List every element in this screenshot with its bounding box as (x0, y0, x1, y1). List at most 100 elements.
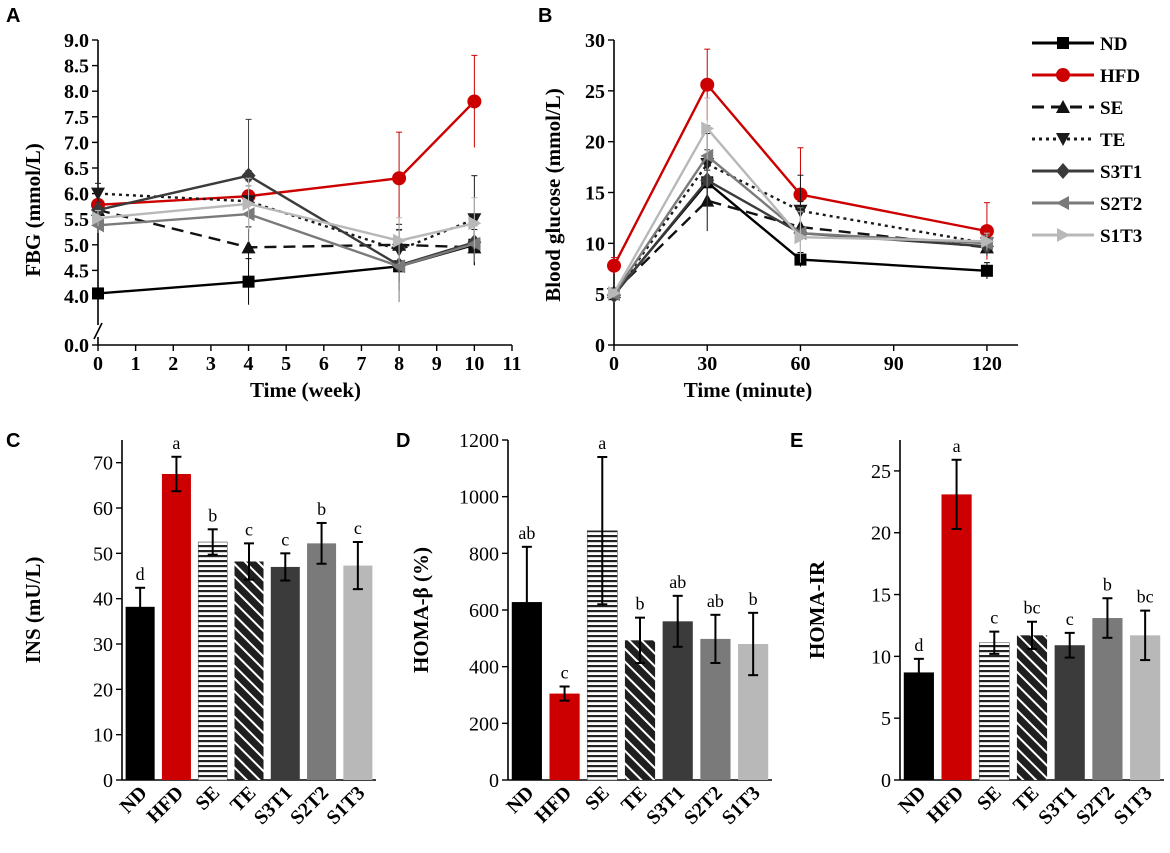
panel-b-line-s1t3 (612, 126, 987, 294)
panel-c-bar-te (234, 561, 264, 780)
panel-a-series-s3t1 (91, 118, 482, 291)
panel-a-x-tick-label: 1 (131, 353, 141, 375)
panel-e-y-tick-label: 15 (871, 585, 891, 607)
panel-e-category-label: S2T2 (1072, 782, 1119, 829)
panel-c-y-tick-label: 70 (93, 453, 113, 475)
panel-a-point (92, 287, 104, 300)
panel-b-y-tick-label: 25 (585, 81, 605, 103)
panel-d-y-tick-label: 800 (469, 543, 499, 565)
panel-d-category-label: HFD (531, 782, 576, 827)
panel-e-significance-label: c (990, 608, 998, 628)
panel-a-x-tick-label: 2 (168, 353, 178, 375)
panel-c-bar-s2t2 (307, 543, 337, 780)
panel-a-y-tick-label: 6.0 (64, 184, 89, 206)
panel-e-y-tick-label: 5 (881, 708, 891, 730)
panel-e-y-tick-label: 10 (871, 646, 891, 668)
panel-d-category-label: S3T1 (642, 782, 689, 829)
panel-d-significance-label: a (598, 433, 606, 453)
panel-c-bar-nd (125, 606, 155, 780)
legend-marker (1056, 133, 1070, 146)
legend-item-hfd: HFD (1032, 66, 1140, 87)
panel-a-y-tick-label: 5.5 (64, 209, 89, 231)
panel-a-x-tick-label: 5 (281, 353, 291, 375)
panel-a-x-tick-label: 4 (244, 353, 254, 375)
panel-a-line-s1t3 (97, 202, 475, 242)
panel-c-y-tick-label: 10 (93, 725, 113, 747)
panel-e-significance-label: bc (1024, 598, 1041, 618)
panel-e-ylabel: HOMA-IR (805, 560, 829, 659)
panel-a-point (92, 211, 105, 226)
panel-d-bar-hfd (549, 693, 580, 780)
panel-c-significance-label: a (172, 433, 180, 453)
legend-marker (1056, 196, 1069, 210)
panel-a-point (242, 196, 256, 211)
panel-a-series-s1t3 (92, 177, 482, 264)
panel-e-significance-label: c (1066, 609, 1074, 629)
legend-label: ND (1100, 34, 1127, 55)
panel-b-y-tick-label: 20 (585, 132, 605, 154)
panel-b-x-tick-label: 0 (609, 353, 619, 375)
panel-b-point (701, 121, 715, 136)
legend-item-nd: ND (1032, 34, 1127, 55)
panel-a-series-s2t2 (91, 185, 481, 303)
panel-e-bar-s3t1 (1054, 645, 1085, 780)
panel-d-category-label: S2T2 (680, 782, 727, 829)
panel-c-ylabel: INS (mU/L) (21, 557, 45, 664)
panel-a-x-tick-label: 6 (319, 353, 329, 375)
panel-a-y-tick-label: 7.0 (64, 132, 89, 154)
panel-a-line-s3t1 (97, 174, 475, 267)
panel-b-point (607, 258, 621, 273)
legend-item-se: SE (1032, 98, 1123, 119)
panel-a-y-tick-label: 8.5 (64, 56, 89, 78)
panel-e-category-label: HFD (923, 782, 968, 827)
panel-c-y-tick-label: 0 (103, 770, 113, 792)
panel-e-bar-hfd (941, 494, 972, 780)
panel-b-plot: 0 5 10 15 20 25 30 0 30 60 90 120 (585, 30, 1018, 375)
panel-e-significance-label: bc (1137, 587, 1154, 607)
panel-d-y-tick-label: 200 (469, 713, 499, 735)
legend-marker (1056, 100, 1070, 113)
panel-a-point (392, 259, 406, 274)
legend-label: S2T2 (1100, 194, 1142, 215)
panel-c-bar-se (197, 541, 228, 781)
panel-d-category-label: S1T3 (718, 782, 765, 829)
legend-label: HFD (1100, 66, 1140, 87)
panel-b-point (608, 286, 621, 301)
panel-e-y-tick-label: 0 (881, 770, 891, 792)
panel-b-x-tick-label: 30 (697, 353, 717, 375)
panel-b-point (794, 230, 808, 245)
panel-a-point (393, 233, 407, 248)
panel-b-point (980, 264, 993, 277)
panel-d-ylabel: HOMA-β (%) (409, 547, 433, 673)
panel-a-line-nd (97, 243, 475, 295)
panel-c-significance-label: c (354, 518, 362, 538)
panel-d-bar-group-te: bTE (617, 594, 656, 816)
panel-d-plot: 020040060080010001200abNDcHFDaSEbTEabS3T… (459, 430, 772, 829)
panel-a-y-tick-label: 0.0 (64, 335, 89, 357)
legend-item-te: TE (1032, 130, 1125, 151)
legend-marker (1057, 228, 1070, 242)
legend-marker (1057, 37, 1069, 49)
panel-e-bar-te (1016, 635, 1048, 780)
panel-d-y-tick-label: 1000 (459, 487, 499, 509)
legend-label: S3T1 (1100, 162, 1142, 183)
panel-b-line-hfd (612, 82, 988, 267)
panel-e-category-label: S3T1 (1034, 782, 1081, 829)
legend-marker (1056, 163, 1070, 179)
panel-d-y-tick-label: 600 (469, 600, 499, 622)
panel-b-x-tick-label: 60 (790, 353, 810, 375)
panel-c-bar-s1t3 (343, 565, 373, 780)
panel-c-category-label: S3T1 (250, 782, 297, 829)
panel-b-y-tick-label: 0 (595, 335, 605, 357)
panel-letter-c: C (6, 430, 20, 452)
panel-d-y-tick-label: 0 (489, 770, 499, 792)
panel-a-point (241, 240, 256, 254)
legend-label: SE (1100, 98, 1123, 119)
panel-c-y-tick-label: 40 (93, 589, 113, 611)
panel-c-significance-label: b (317, 499, 326, 519)
panel-a-xlabel: Time (week) (250, 378, 361, 402)
panel-a-point (467, 94, 482, 109)
panel-b-y-tick-label: 5 (595, 284, 605, 306)
